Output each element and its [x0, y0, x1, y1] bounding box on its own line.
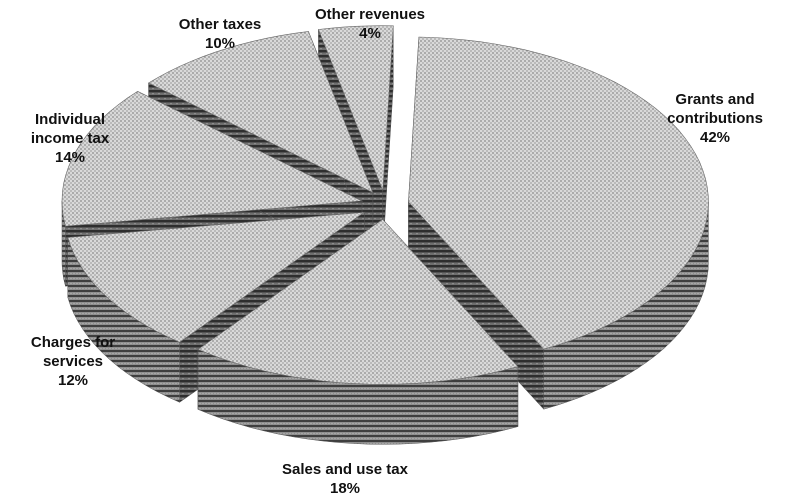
slice-label: Individual income tax 14%: [31, 110, 109, 167]
slice-label: Sales and use tax 18%: [282, 460, 408, 498]
pie-slice-top: [147, 31, 374, 194]
slice-percent: 42%: [699, 129, 731, 146]
slice-label-line: contributions: [667, 110, 763, 127]
pie-slice-top: [317, 25, 394, 191]
slice-percent: 14%: [54, 149, 86, 166]
slice-label-line: Charges for: [30, 334, 116, 351]
slice-label: Other taxes 10%: [179, 15, 262, 53]
slice-label-line: Other revenues: [314, 6, 426, 23]
pie-slice-top: [67, 211, 366, 343]
pie-slice: [197, 218, 519, 445]
pie-slice-top: [61, 91, 364, 227]
pie-slice: [408, 36, 709, 410]
slice-percent: 12%: [57, 372, 89, 389]
slice-label-line: Other taxes: [178, 16, 262, 33]
slice-percent: 10%: [204, 35, 236, 52]
slice-label: Other revenues 4%: [315, 5, 425, 43]
slice-label-line: Grants and: [675, 91, 755, 108]
slice-label-line: Individual: [34, 111, 105, 128]
slice-label: Charges for services 12%: [31, 333, 115, 390]
slice-label-line: Sales and use tax: [282, 461, 408, 478]
slice-label-line: income tax: [30, 130, 110, 147]
slice-label-line: services: [42, 353, 104, 370]
slice-percent: 4%: [359, 25, 381, 42]
slice-percent: 18%: [329, 480, 361, 497]
slice-label: Grants and contributions 42%: [667, 90, 763, 147]
pie-slice-top: [408, 36, 709, 350]
pie-slice-top: [197, 218, 519, 385]
